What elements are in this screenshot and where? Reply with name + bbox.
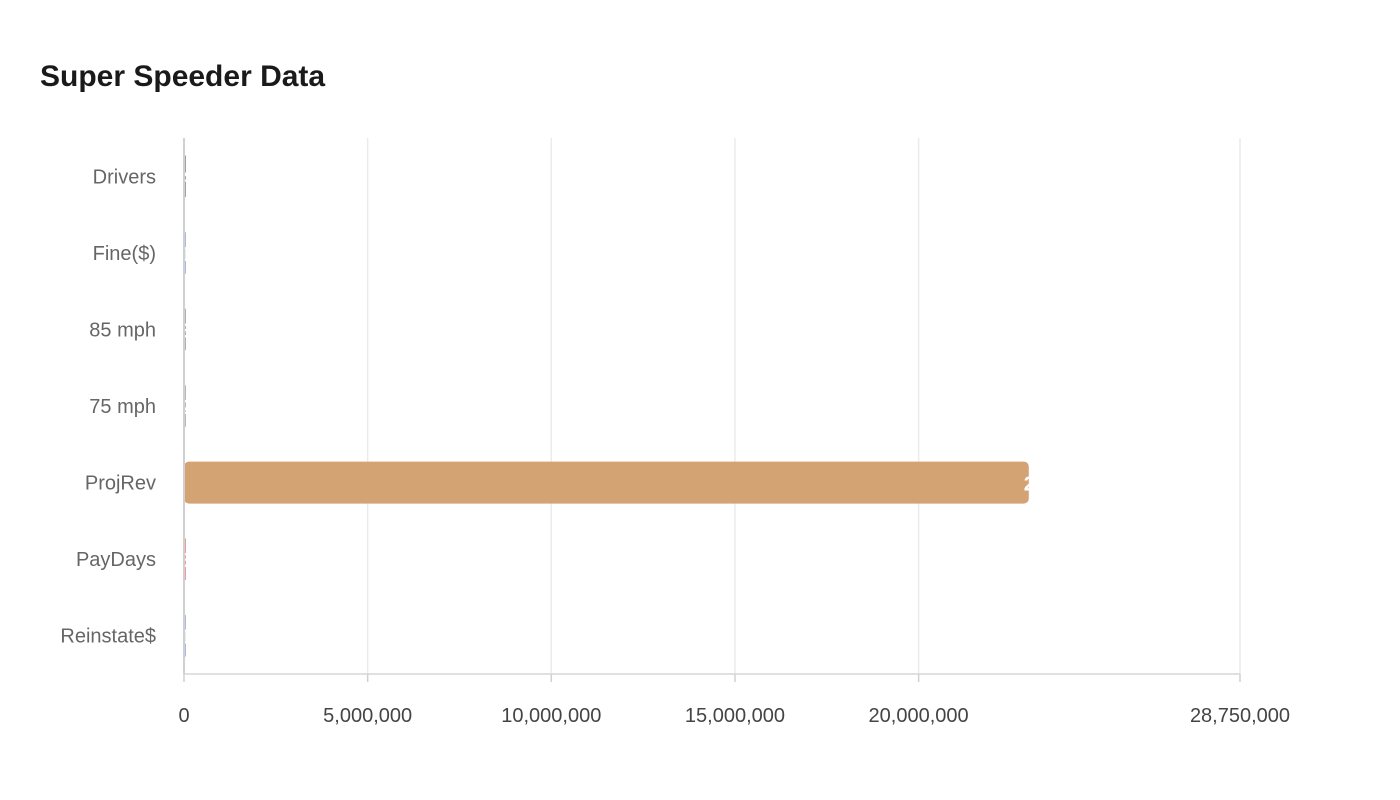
category-label: 75 mph bbox=[89, 396, 156, 418]
category-label: Reinstate$ bbox=[60, 626, 156, 648]
data-label: 1,000 bbox=[181, 627, 231, 649]
data-label: 1,000 bbox=[181, 244, 231, 266]
x-tick-label: 0 bbox=[178, 705, 189, 727]
x-tick-label: 10,000,000 bbox=[501, 705, 601, 727]
category-label: PayDays bbox=[76, 549, 156, 571]
category-label: 85 mph bbox=[89, 319, 156, 341]
category-label: ProjRev bbox=[85, 473, 156, 495]
x-tick-label: 20,000,000 bbox=[869, 705, 969, 727]
category-label: Fine($) bbox=[93, 243, 156, 265]
data-label: 4,000 bbox=[181, 167, 231, 189]
bar bbox=[184, 461, 1029, 504]
x-tick-label: 28,750,000 bbox=[1190, 705, 1290, 727]
chart-title: Super Speeder Data bbox=[40, 60, 326, 93]
data-label: 2,000 bbox=[181, 397, 231, 419]
category-label: Drivers bbox=[93, 166, 156, 188]
data-label: 3,000 bbox=[181, 550, 231, 572]
data-label: 3,000 bbox=[181, 320, 231, 342]
x-tick-label: 5,000,000 bbox=[323, 705, 412, 727]
x-tick-label: 15,000,000 bbox=[685, 705, 785, 727]
data-label: 23,000,000 bbox=[1024, 474, 1124, 496]
